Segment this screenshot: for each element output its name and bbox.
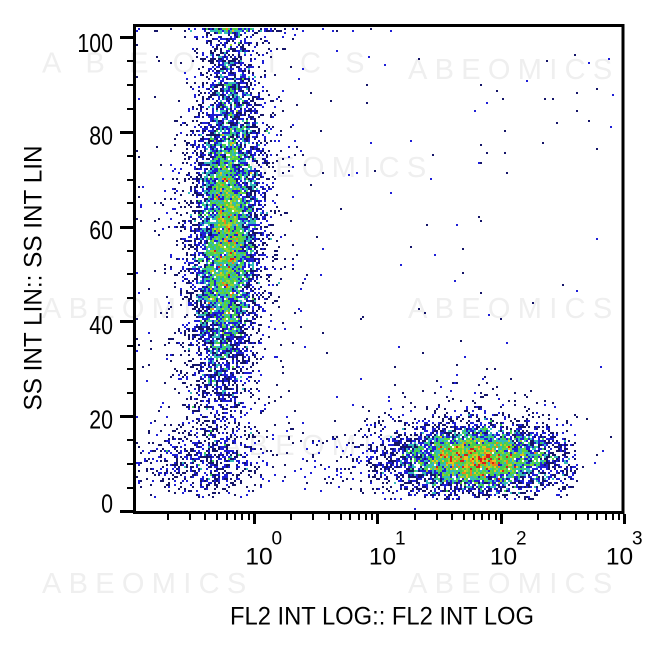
svg-text:10: 10	[369, 543, 396, 570]
svg-text:40: 40	[89, 310, 113, 340]
svg-text:0: 0	[272, 529, 283, 550]
svg-text:FL2 INT LOG:: FL2 INT LOG: FL2 INT LOG:: FL2 INT LOG	[230, 603, 534, 631]
svg-text:ABEOMICS: ABEOMICS	[408, 293, 620, 325]
svg-text:SS INT LIN:: SS INT LIN: SS INT LIN:: SS INT LIN	[20, 146, 48, 411]
svg-text:10: 10	[490, 543, 517, 570]
svg-text:60: 60	[89, 215, 113, 245]
svg-text:3: 3	[632, 529, 643, 550]
svg-text:ABEOMICS: ABEOMICS	[408, 54, 620, 86]
svg-text:10: 10	[606, 543, 633, 570]
svg-text:80: 80	[89, 120, 113, 150]
svg-text:0: 0	[101, 488, 113, 518]
svg-text:100: 100	[77, 28, 113, 58]
svg-text:2: 2	[516, 529, 527, 550]
svg-text:1: 1	[395, 529, 406, 550]
svg-text:20: 20	[89, 405, 113, 435]
svg-text:ABEOMICS: ABEOMICS	[42, 568, 254, 600]
svg-text:10: 10	[245, 543, 272, 570]
svg-text:ABEOMICS: ABEOMICS	[408, 568, 620, 600]
